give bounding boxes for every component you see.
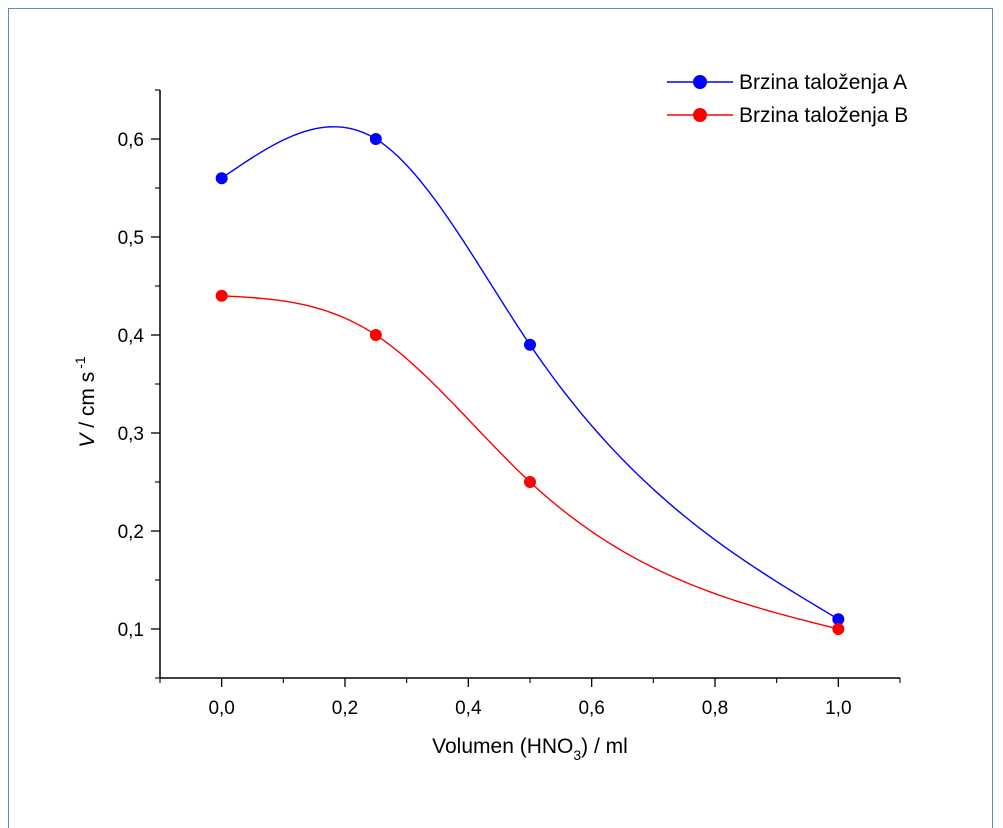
x-axis-title: Volumen (HNO3) / ml — [432, 735, 628, 763]
y-tick-label: 0,6 — [118, 130, 144, 151]
data-point — [369, 329, 382, 341]
data-point — [524, 338, 536, 351]
figure-frame — [8, 8, 993, 828]
data-point — [215, 172, 228, 185]
x-tick-label: 0,8 — [702, 698, 728, 719]
x-tick-label: 1,0 — [825, 698, 851, 719]
y-axis-title: V / cm s-1 — [72, 356, 99, 448]
legend-marker — [693, 108, 707, 122]
y-tick-label: 0,4 — [118, 326, 145, 347]
x-tick-label: 0,2 — [332, 698, 358, 719]
data-point — [215, 289, 228, 302]
series-layer — [215, 126, 845, 635]
data-point — [524, 476, 536, 488]
y-tick-label: 0,5 — [118, 228, 144, 249]
data-point — [369, 133, 382, 145]
legend: Brzina taloženja A Brzina taloženja B — [667, 71, 908, 127]
series-line-a — [221, 126, 839, 620]
x-tick-label: 0,4 — [455, 698, 482, 719]
legend-label: Brzina taloženja A — [739, 71, 907, 94]
y-tick-label: 0,2 — [118, 522, 144, 543]
x-tick-label: 0,6 — [578, 698, 604, 719]
x-tick-label: 0,0 — [208, 698, 234, 719]
y-tick-label: 0,3 — [118, 424, 144, 445]
axes: 0,0 0,2 0,4 0,6 0,8 1,0 0,1 0,2 0,3 0,4 0,5 0,6 — [118, 89, 901, 719]
data-point — [832, 623, 845, 635]
data-point — [832, 613, 845, 626]
y-tick-label: 0,1 — [118, 620, 144, 641]
legend-label: Brzina taloženja B — [739, 104, 908, 127]
legend-marker — [693, 75, 707, 89]
